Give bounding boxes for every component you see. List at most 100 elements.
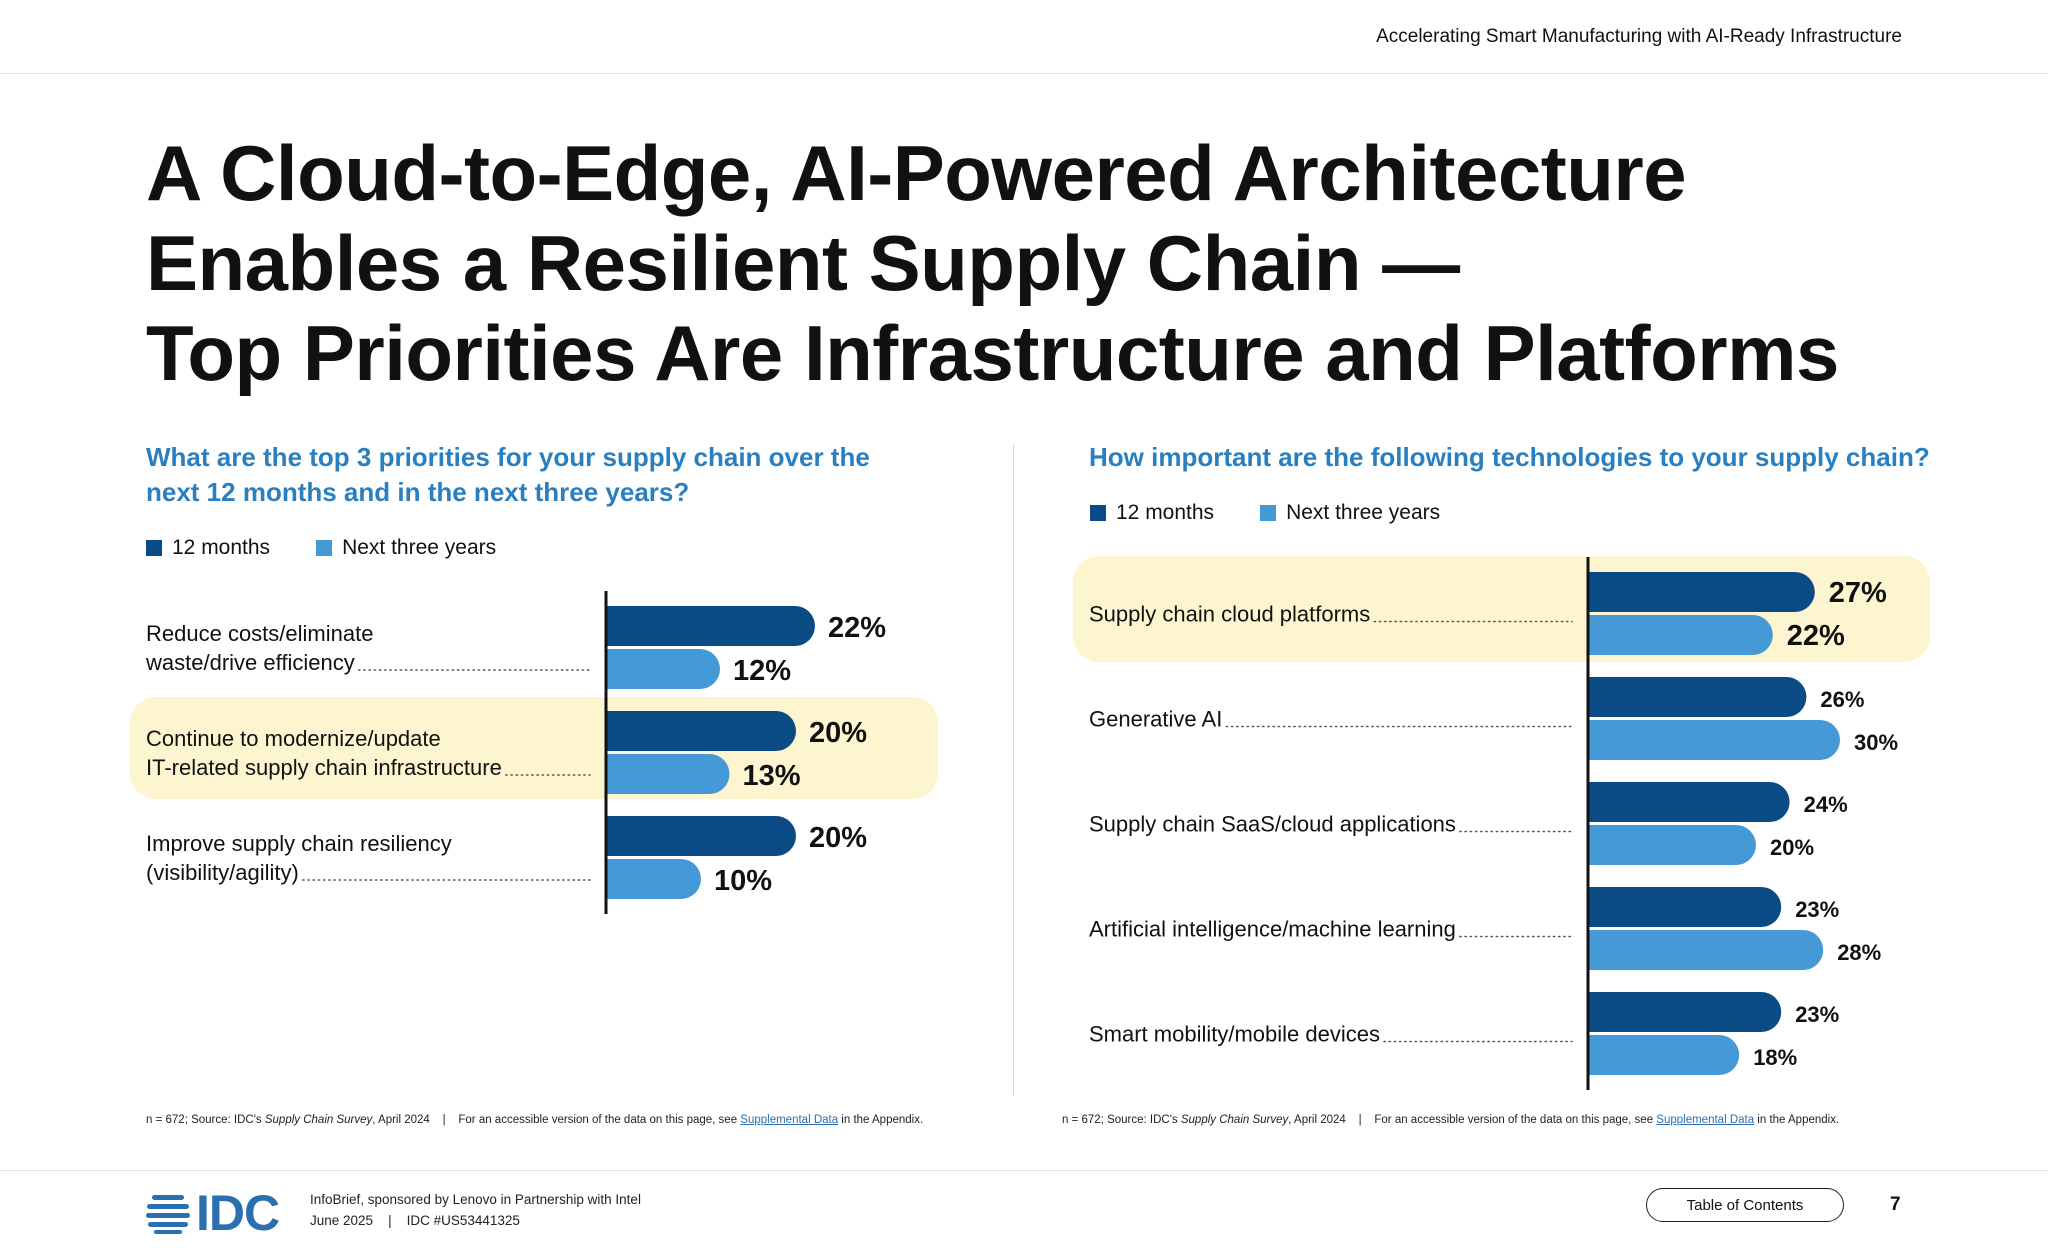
value-label-supply-chain-saas-cloud-applications-next-three-years: 20% [1770, 835, 1814, 860]
footnote-date: , April 2024 [372, 1114, 430, 1126]
bar-reduce-costs-eliminate-waste-drive-efficiency-next-three-years [606, 649, 720, 689]
document-header-title: Accelerating Smart Manufacturing with AI… [1376, 26, 1902, 47]
header-divider [0, 73, 2048, 74]
footer-info-line-2: June 2025 | IDC #US53441325 [310, 1210, 641, 1231]
left-chart-question: What are the top 3 priorities for your s… [146, 440, 870, 510]
right-question-line-1: How important are the following technolo… [1089, 442, 1930, 472]
bar-generative-ai-next-three-years [1588, 720, 1840, 760]
bar-smart-mobility-mobile-devices-next-three-years [1588, 1035, 1740, 1075]
legend-item-12-months: 12 months [1090, 501, 1214, 525]
page-title: A Cloud-to-Edge, AI-Powered Architecture… [146, 128, 1946, 398]
bar-improve-supply-chain-resiliency-visibility-agility-next-three-years [606, 859, 701, 899]
bar-artificial-intelligence-machine-learning-12-months [1588, 887, 1782, 927]
page-number: 7 [1890, 1194, 1901, 1215]
legend-item-next-three-years: Next three years [1260, 501, 1440, 525]
value-label-reduce-costs-eliminate-waste-drive-efficiency-12-months: 22% [828, 612, 886, 644]
bar-smart-mobility-mobile-devices-12-months [1588, 992, 1782, 1032]
legend-label-next-three-years: Next three years [1286, 501, 1441, 524]
value-label-generative-ai-next-three-years: 30% [1854, 730, 1898, 755]
category-label-improve-supply-chain-resiliency-visibility-agility-line-1: Improve supply chain resiliency [146, 831, 452, 856]
value-label-smart-mobility-mobile-devices-next-three-years: 18% [1753, 1045, 1797, 1070]
bar-artificial-intelligence-machine-learning-next-three-years [1588, 930, 1824, 970]
category-label-reduce-costs-eliminate-waste-drive-efficiency-line-1: Reduce costs/eliminate [146, 621, 373, 646]
value-label-supply-chain-cloud-platforms-12-months: 27% [1829, 577, 1887, 609]
category-label-supply-chain-cloud-platforms-line-1: Supply chain cloud platforms [1089, 602, 1370, 627]
footnote-prefix: n = 672; Source: IDC's [146, 1114, 265, 1126]
left-chart-legend: 12 months Next three years [146, 536, 542, 560]
legend-label-next-three-years: Next three years [342, 536, 497, 559]
right-chart-question: How important are the following technolo… [1089, 440, 1930, 475]
bar-supply-chain-cloud-platforms-12-months [1588, 572, 1815, 612]
supplemental-data-link[interactable]: Supplemental Data [1656, 1114, 1755, 1126]
column-divider [1013, 444, 1014, 1096]
right-footnote: n = 672; Source: IDC's Supply Chain Surv… [1062, 1114, 1839, 1126]
footnote-survey: Supply Chain Survey [1180, 1114, 1289, 1126]
idc-globe-icon [146, 1195, 190, 1234]
footer-info-line-1: InfoBrief, sponsored by Lenovo in Partne… [310, 1192, 641, 1207]
bar-supply-chain-saas-cloud-applications-12-months [1588, 782, 1790, 823]
bar-improve-supply-chain-resiliency-visibility-agility-12-months [606, 816, 796, 856]
footnote-separator: | [442, 1114, 446, 1126]
category-label-improve-supply-chain-resiliency-visibility-agility-line-2: (visibility/agility) [146, 860, 299, 885]
legend-swatch-next-three-years [316, 540, 333, 556]
category-label-continue-to-modernize-update-it-related-supply-chain-infrastructure-line-2: IT-related supply chain infrastructure [146, 755, 502, 780]
footer-separator: | [388, 1213, 392, 1228]
value-label-continue-to-modernize-update-it-related-supply-chain-infrastructure-12-months: 20% [809, 717, 867, 749]
left-question-line-2: next 12 months and in the next three yea… [146, 477, 690, 507]
left-question-line-1: What are the top 3 priorities for your s… [146, 442, 870, 472]
bar-continue-to-modernize-update-it-related-supply-chain-infrastructure-next-three-years [606, 754, 730, 794]
footnote-access-text: For an accessible version of the data on… [458, 1114, 741, 1126]
footnote-access-text: For an accessible version of the data on… [1374, 1114, 1657, 1126]
left-bar-chart: 22% 12% Reduce costs/eliminate waste/drive … [0, 0, 1010, 1248]
footer-info: InfoBrief, sponsored by Lenovo in Partne… [310, 1189, 641, 1231]
footnote-prefix: n = 672; Source: IDC's [1062, 1114, 1181, 1126]
legend-swatch-12-months [1090, 505, 1106, 521]
table-of-contents-button[interactable]: Table of Contents [1646, 1188, 1844, 1222]
value-label-artificial-intelligence-machine-learning-next-three-years: 28% [1837, 940, 1881, 965]
legend-item-12-months: 12 months [146, 536, 270, 560]
page-title-line-1: A Cloud-to-Edge, AI-Powered Architecture [146, 129, 1687, 217]
footnote-separator: | [1358, 1114, 1362, 1126]
value-label-reduce-costs-eliminate-waste-drive-efficiency-next-three-years: 12% [733, 655, 791, 687]
value-label-artificial-intelligence-machine-learning-12-months: 23% [1795, 897, 1839, 922]
footer-doc-id: IDC #US53441325 [406, 1213, 520, 1228]
bar-generative-ai-12-months [1588, 677, 1807, 717]
legend-label-12-months: 12 months [172, 536, 271, 559]
footnote-date: , April 2024 [1288, 1114, 1346, 1126]
legend-item-next-three-years: Next three years [316, 536, 496, 560]
footer-date: June 2025 [310, 1213, 374, 1228]
category-label-artificial-intelligence-machine-learning-line-1: Artificial intelligence/machine learning [1089, 917, 1456, 942]
value-label-generative-ai-12-months: 26% [1820, 687, 1864, 712]
legend-swatch-12-months [146, 540, 162, 556]
page-title-line-3: Top Priorities Are Infrastructure and Pl… [146, 309, 1839, 397]
left-footnote: n = 672; Source: IDC's Supply Chain Surv… [146, 1114, 923, 1126]
bar-continue-to-modernize-update-it-related-supply-chain-infrastructure-12-months [606, 711, 796, 751]
value-label-continue-to-modernize-update-it-related-supply-chain-infrastructure-next-three-years: 13% [743, 760, 801, 792]
legend-swatch-next-three-years [1260, 505, 1277, 521]
supplemental-data-link[interactable]: Supplemental Data [740, 1114, 839, 1126]
bar-reduce-costs-eliminate-waste-drive-efficiency-12-months [606, 606, 815, 646]
left-bar-chart-svg: 22% 12% Reduce costs/eliminate waste/drive … [130, 591, 938, 914]
value-label-supply-chain-cloud-platforms-next-three-years: 22% [1787, 620, 1845, 652]
footnote-survey: Supply Chain Survey [264, 1114, 373, 1126]
right-chart-legend: 12 months Next three years [1090, 501, 1486, 525]
idc-logo-text: IDC [196, 1185, 280, 1241]
footer-divider [0, 1170, 2048, 1171]
bar-supply-chain-saas-cloud-applications-next-three-years [1588, 825, 1756, 865]
category-label-generative-ai-line-1: Generative AI [1089, 707, 1222, 732]
value-label-improve-supply-chain-resiliency-visibility-agility-next-three-years: 10% [714, 865, 772, 897]
category-label-supply-chain-saas-cloud-applications-line-1: Supply chain SaaS/cloud applications [1089, 812, 1456, 837]
idc-logo: IDC [146, 1184, 280, 1242]
category-label-reduce-costs-eliminate-waste-drive-efficiency-line-2: waste/drive efficiency [145, 650, 355, 675]
footnote-suffix: in the Appendix. [1754, 1114, 1840, 1126]
page-title-line-2: Enables a Resilient Supply Chain — [146, 219, 1460, 307]
category-label-continue-to-modernize-update-it-related-supply-chain-infrastructure-line-1: Continue to modernize/update [146, 726, 441, 751]
value-label-smart-mobility-mobile-devices-12-months: 23% [1795, 1002, 1839, 1027]
value-label-improve-supply-chain-resiliency-visibility-agility-12-months: 20% [809, 822, 867, 854]
bar-supply-chain-cloud-platforms-next-three-years [1588, 615, 1773, 655]
footnote-suffix: in the Appendix. [838, 1114, 924, 1126]
category-label-smart-mobility-mobile-devices-line-1: Smart mobility/mobile devices [1089, 1022, 1380, 1047]
value-label-supply-chain-saas-cloud-applications-12-months: 24% [1804, 792, 1848, 817]
